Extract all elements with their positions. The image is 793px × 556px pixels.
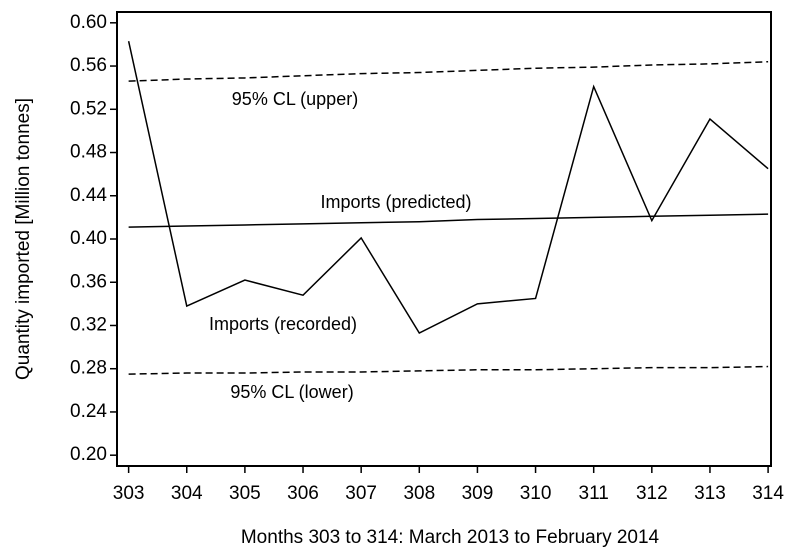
series-line	[127, 41, 769, 335]
y-tick-label: 0.32	[70, 314, 107, 335]
series-line	[128, 213, 769, 228]
x-axis-label: Months 303 to 314: March 2013 to Februar…	[241, 527, 660, 548]
y-tick-label: 0.60	[70, 12, 107, 33]
x-tick-label: 303	[113, 483, 145, 504]
y-tick-label: 0.48	[70, 142, 107, 163]
series-label: Imports (predicted)	[320, 192, 471, 212]
x-tick-label: 314	[752, 483, 784, 504]
y-tick-label: 0.24	[70, 401, 107, 422]
x-tick-label: 309	[462, 483, 494, 504]
y-axis-label: Quantity imported [Million tonnes]	[13, 98, 34, 380]
plot-frame	[116, 11, 772, 467]
series-label: 95% CL (upper)	[232, 89, 358, 109]
series-line	[128, 365, 769, 375]
x-tick-label: 312	[636, 483, 668, 504]
x-tick-label: 308	[403, 483, 435, 504]
y-tick-label: 0.28	[70, 358, 107, 379]
series-label: 95% CL (lower)	[230, 382, 353, 402]
y-tick-label: 0.52	[70, 98, 107, 119]
x-tick-label: 307	[345, 483, 377, 504]
x-tick-label: 311	[579, 483, 609, 504]
y-tick-label: 0.36	[70, 271, 107, 292]
x-tick-label: 306	[287, 483, 319, 504]
y-tick-label: 0.20	[70, 444, 107, 465]
x-tick-label: 313	[694, 483, 726, 504]
y-tick-label: 0.56	[70, 55, 107, 76]
y-tick-label: 0.40	[70, 228, 107, 249]
series-label: Imports (recorded)	[209, 314, 357, 334]
y-tick-label: 0.44	[70, 185, 107, 206]
x-tick-label: 304	[171, 483, 203, 504]
series-line	[128, 60, 769, 82]
x-tick-label: 305	[229, 483, 261, 504]
x-tick-label: 310	[520, 483, 552, 504]
